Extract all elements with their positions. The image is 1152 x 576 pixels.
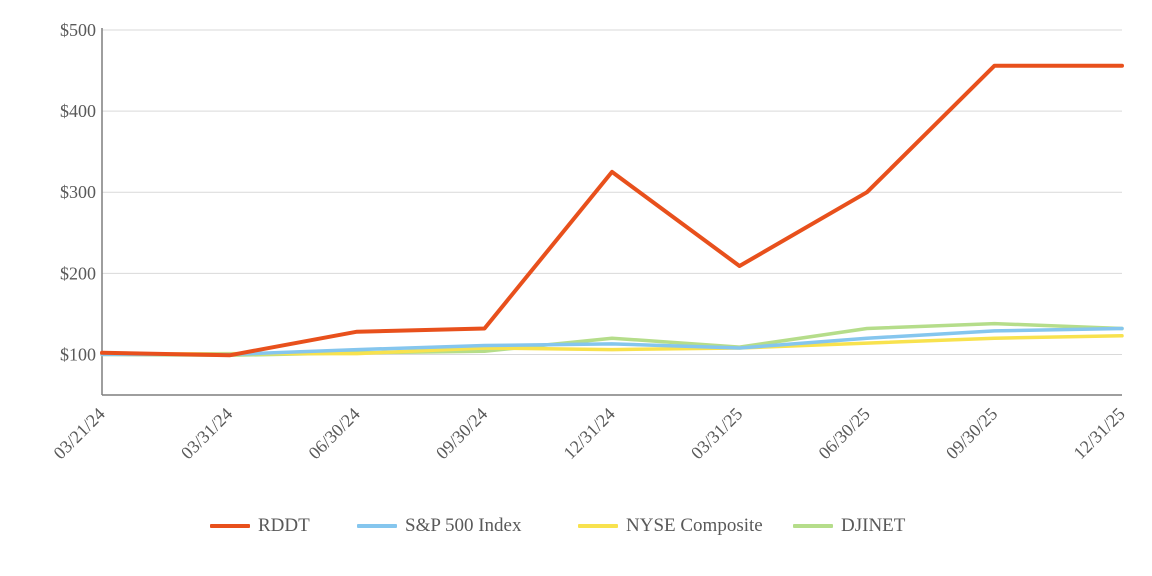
x-tick-label: 12/31/24 [559,404,618,463]
legend-item-sp500: S&P 500 Index [357,510,521,542]
x-tick-label: 09/30/24 [432,404,491,463]
legend-label-sp500: S&P 500 Index [405,515,522,536]
legend-swatch-rddt [210,524,250,528]
legend-swatch-nyse [578,524,618,528]
legend: RDDT S&P 500 Index NYSE Composite DJINET [0,510,1152,542]
x-tick-label: 06/30/25 [814,404,873,463]
y-tick-label: $400 [60,101,96,121]
x-tick-label: 03/31/25 [687,404,746,463]
legend-label-rddt: RDDT [258,515,310,536]
x-tick-label: 03/21/24 [49,404,108,463]
gridlines [102,29,1122,355]
legend-item-nyse: NYSE Composite [578,510,763,542]
y-tick-labels: $100 $200 $300 $400 $500 [60,20,96,364]
chart-svg: $100 $200 $300 $400 $500 03/21/24 03/31/24 06/… [49,20,1128,463]
legend-swatch-djinet [793,524,833,528]
legend-label-djinet: DJINET [841,515,906,536]
y-tick-label: $100 [60,344,96,364]
series-line-rddt [100,63,1124,358]
y-tick-label: $200 [60,263,96,283]
x-tick-labels: 03/21/24 03/31/24 06/30/24 09/30/24 12/31/24… [49,404,1128,463]
legend-item-djinet: DJINET [793,510,905,542]
axes [101,28,1122,396]
y-tick-label: $300 [60,182,96,202]
legend-item-rddt: RDDT [210,510,310,542]
x-tick-label: 09/30/25 [942,404,1001,463]
x-tick-label: 03/31/24 [177,404,236,463]
legend-label-nyse: NYSE Composite [626,515,763,536]
series-line-s-p-500-index [100,326,1124,357]
x-tick-label: 12/31/25 [1069,404,1128,463]
y-tick-label: $500 [60,20,96,40]
series-lines [100,63,1124,358]
x-tick-label: 06/30/24 [304,404,363,463]
legend-swatch-sp500 [357,524,397,528]
